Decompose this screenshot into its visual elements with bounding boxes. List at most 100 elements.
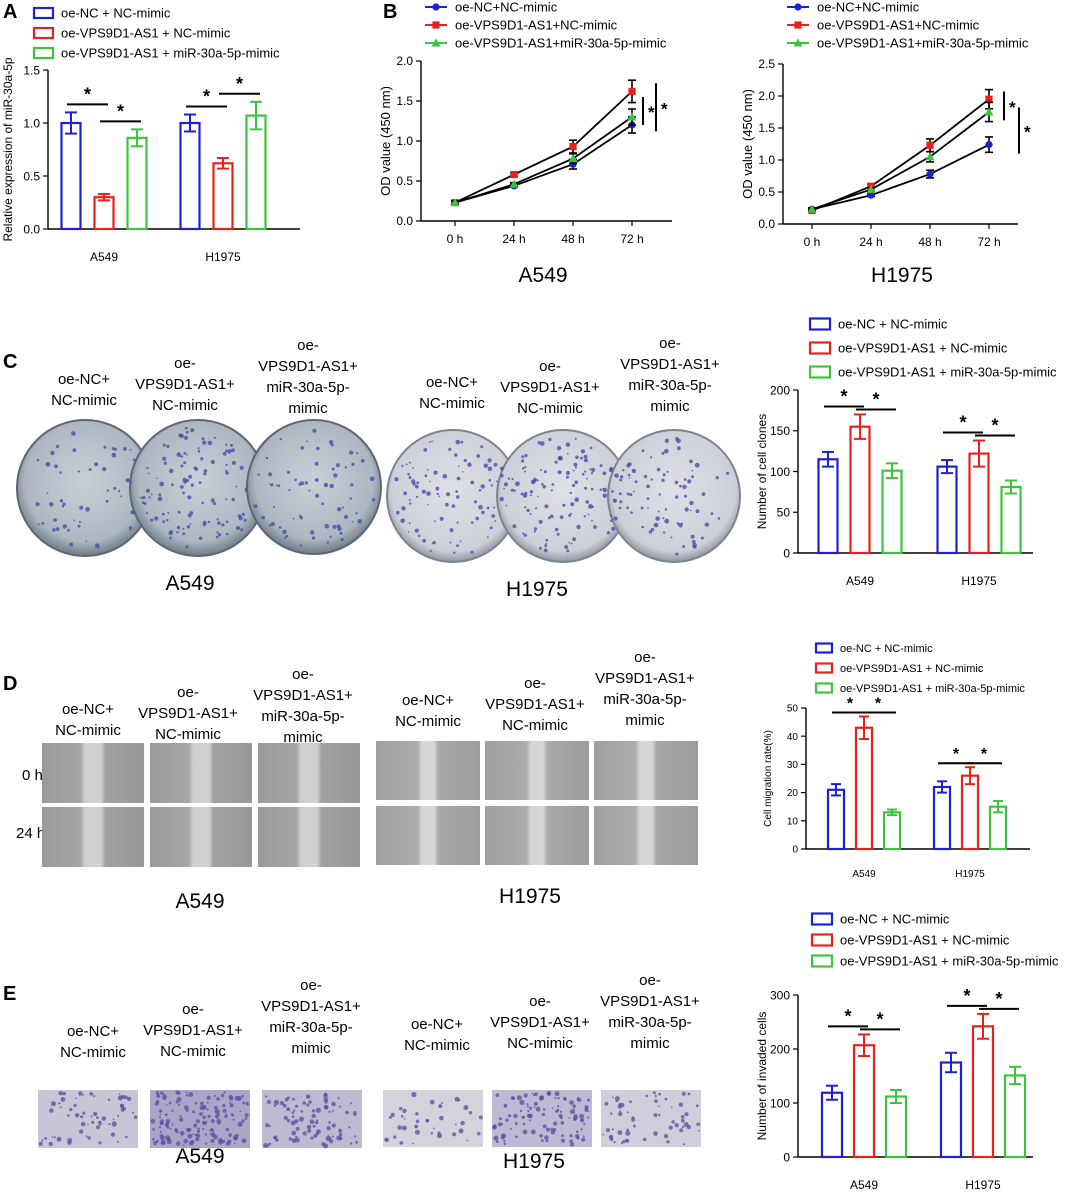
legend-swatch-2 <box>32 26 55 40</box>
data-point <box>568 154 578 163</box>
invaded-cell-dot <box>217 1122 220 1125</box>
colony-dot <box>210 498 215 503</box>
colony-dot <box>344 466 348 469</box>
invaded-cell-dot <box>533 1093 536 1096</box>
colony-dot <box>481 510 485 515</box>
invaded-cell-dot <box>503 1142 507 1146</box>
invaded-cell-dot <box>87 1136 91 1140</box>
invaded-cell-dot <box>268 1142 272 1146</box>
invaded-cell-dot <box>244 1113 249 1118</box>
bar <box>1000 485 1022 555</box>
wound-a549-1-0h <box>42 743 144 803</box>
invaded-cell-dot <box>681 1091 686 1096</box>
invaded-cell-dot <box>206 1108 209 1111</box>
wound-h1975-2-0h <box>485 741 589 800</box>
colony-dot <box>544 544 548 548</box>
invaded-cell-dot <box>582 1135 585 1138</box>
invaded-cell-dot <box>242 1101 246 1105</box>
invaded-cell-dot <box>681 1118 685 1123</box>
invaded-cell-dot <box>290 1120 296 1126</box>
colony-dot <box>426 491 431 496</box>
colony-dot <box>408 522 411 525</box>
invaded-cell-dot <box>311 1113 316 1119</box>
colony-dot <box>511 477 514 481</box>
colony-dot <box>626 463 631 468</box>
invaded-cell-dot <box>622 1139 626 1144</box>
invaded-cell-dot <box>683 1122 689 1127</box>
invaded-cell-dot <box>533 1106 536 1109</box>
invaded-cell-dot <box>610 1138 614 1142</box>
invaded-cell-dot <box>458 1099 461 1102</box>
invaded-cell-dot <box>452 1132 457 1137</box>
invaded-cell-dot <box>463 1105 469 1111</box>
invaded-cell-dot <box>626 1111 629 1114</box>
series-line <box>811 98 990 212</box>
y-tick-label: 2.0 <box>758 89 775 103</box>
invaded-cell-dot <box>150 1119 156 1124</box>
colony-dot <box>576 524 581 530</box>
colony-dot <box>147 472 150 475</box>
colony-dot <box>139 496 142 499</box>
colony-dot <box>300 481 305 486</box>
colony-dot <box>190 428 195 433</box>
colony-dot <box>445 492 451 497</box>
invaded-cell-dot <box>625 1130 631 1136</box>
colony-dot <box>414 528 419 533</box>
colony-dot <box>483 463 488 468</box>
data-point <box>925 152 935 161</box>
invaded-cell-dot <box>73 1103 77 1108</box>
colony-dot <box>599 464 603 468</box>
invaded-cell-dot <box>216 1098 219 1101</box>
invaded-cell-dot <box>545 1127 550 1132</box>
invaded-cell-dot <box>228 1133 233 1137</box>
colony-dot <box>689 500 694 506</box>
colony-dot <box>125 478 130 483</box>
y-tick-label: 0.5 <box>396 174 413 188</box>
invaded-cell-dot <box>98 1141 102 1145</box>
c-a549-g2-label: oe-VPS9D1-AS1+ NC-mimic <box>135 355 235 414</box>
invaded-cell-dot <box>311 1109 316 1113</box>
invaded-cell-dot <box>210 1119 215 1124</box>
invaded-cell-dot <box>187 1133 193 1139</box>
legend-label-2: oe-VPS9D1-AS1 + NC-mimic <box>838 341 1008 356</box>
colony-dot <box>400 518 406 524</box>
significance-star: * <box>117 101 124 121</box>
d-h1975-g1-label: oe-NC+ NC-mimic <box>395 692 461 730</box>
data-point <box>450 198 460 207</box>
bar <box>60 121 82 231</box>
colony-dot <box>243 518 247 522</box>
colony-dot <box>36 458 40 462</box>
invaded-cell-dot <box>222 1103 226 1108</box>
colony-dot <box>145 488 150 493</box>
colony-dot <box>424 474 428 478</box>
invaded-cell-dot <box>654 1094 657 1098</box>
colony-dot <box>619 478 623 482</box>
invaded-cell-dot <box>515 1135 518 1138</box>
colony-dot <box>330 443 334 447</box>
colony-dot <box>591 467 596 473</box>
e-a549-g1-label: oe-NC+ NC-mimic <box>60 1023 126 1061</box>
invaded-cell-dot <box>576 1130 579 1134</box>
invaded-cell-dot <box>587 1098 590 1102</box>
colony-dot <box>310 530 315 535</box>
colony-dot <box>449 528 454 533</box>
colony-dot <box>661 451 665 455</box>
colony-dot <box>328 440 334 445</box>
chart-c-colony-count: 0 50 100 150 200 Number of cell clones A549 * * H… <box>755 317 1057 588</box>
colony-dot <box>529 513 532 515</box>
colony-dot <box>670 536 673 539</box>
invaded-cell-dot <box>557 1105 560 1108</box>
invaded-cell-dot <box>195 1137 200 1142</box>
colony-dot <box>602 487 608 493</box>
colony-dot <box>129 448 132 451</box>
invaded-cell-dot <box>60 1097 66 1102</box>
invaded-cell-dot <box>555 1109 559 1113</box>
invaded-cell-dot <box>575 1134 580 1139</box>
invaded-cell-dot <box>401 1125 407 1131</box>
colony-dot <box>691 475 694 479</box>
invaded-cell-dot <box>581 1137 586 1142</box>
c-h1975-g3-label: oe-VPS9D1-AS1+ miR-30a-5p-mimic <box>620 335 720 415</box>
invaded-cell-dot <box>117 1114 120 1117</box>
invaded-cell-dot <box>177 1103 181 1106</box>
colony-dot <box>185 545 189 549</box>
